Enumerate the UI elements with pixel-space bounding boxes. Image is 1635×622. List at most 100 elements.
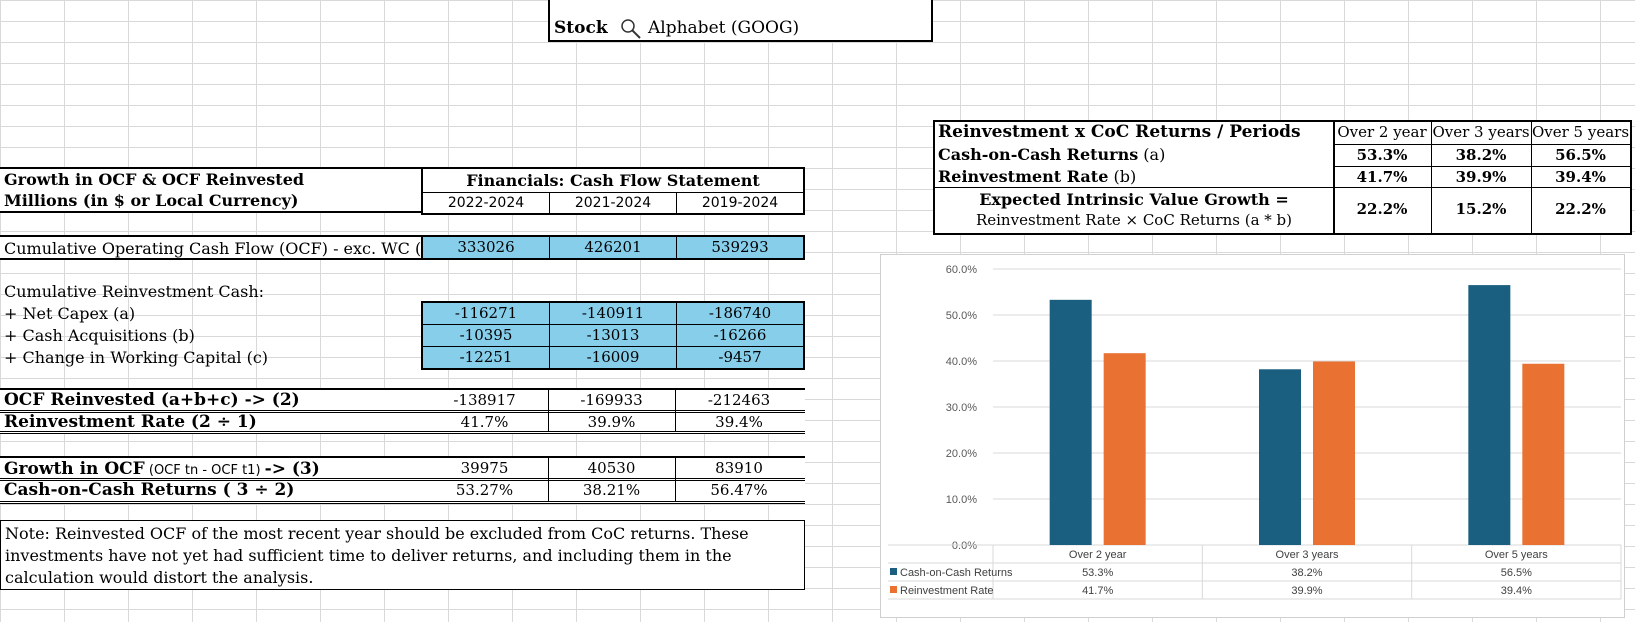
reinvest-heading: Cumulative Reinvestment Cash:	[4, 282, 265, 301]
working-capital-label: + Change in Working Capital (c)	[4, 348, 269, 367]
ocf-cell-3[interactable]: 539293	[711, 238, 769, 256]
summary-coc-label: Cash-on-Cash Returns (a)	[938, 144, 1165, 165]
period-header-2: 2021-2024	[550, 192, 677, 214]
note-box: Note: Reinvested OCF of the most recent …	[0, 520, 805, 590]
y-tick-label: 20.0%	[946, 448, 977, 460]
acq-cell-2[interactable]: -13013	[550, 325, 677, 347]
y-tick-label: 60.0%	[946, 264, 977, 276]
growth-cell-2[interactable]: 40530	[587, 459, 636, 477]
ocf-cell-1[interactable]: 333026	[423, 237, 550, 258]
section-subtitle: Millions (in $ or Local Currency)	[4, 191, 299, 210]
growth-ocf-label: Growth in OCF (OCF tn - OCF t1) -> (3)	[4, 458, 320, 481]
data-table-value: 39.9%	[1291, 585, 1322, 597]
summary-period-2: Over 3 years	[1432, 123, 1530, 141]
summary-eivg-2[interactable]: 15.2%	[1455, 200, 1507, 218]
bar	[1103, 353, 1146, 545]
capex-label: + Net Capex (a)	[4, 304, 136, 323]
financials-group: Financials: Cash Flow Statement 2022-202…	[421, 167, 805, 215]
data-table-value: 56.5%	[1501, 567, 1532, 579]
summary-rr-label-rest: (b)	[1108, 167, 1137, 186]
summary-eivg-3[interactable]: 22.2%	[1555, 200, 1606, 218]
wc-cell-3[interactable]: -9457	[718, 348, 762, 366]
period-header-1: 2022-2024	[423, 192, 550, 214]
acquisitions-label: + Cash Acquisitions (b)	[4, 326, 195, 345]
bar	[1522, 363, 1565, 545]
growth-cell-1[interactable]: 39975	[460, 459, 509, 477]
summary-period-1: Over 2 year	[1337, 123, 1427, 141]
bar	[1313, 361, 1355, 545]
data-table-value: 41.7%	[1082, 585, 1113, 597]
acq-cell-3[interactable]: -16266	[677, 325, 803, 347]
summary-coc-label-bold: Cash-on-Cash Returns	[938, 145, 1139, 164]
summary-coc-1[interactable]: 53.3%	[1356, 146, 1408, 164]
y-tick-label: 50.0%	[946, 310, 977, 322]
data-table-value: 38.2%	[1291, 567, 1322, 579]
summary-rr-label-bold: Reinvestment Rate	[938, 167, 1109, 186]
capex-cell-1[interactable]: -116271	[423, 303, 550, 325]
summary-table: Reinvestment x CoC Returns / Periods Ove…	[933, 120, 1632, 235]
ocf-label: Cumulative Operating Cash Flow (OCF) - e…	[4, 239, 438, 258]
reinvestment-rate-cell-1[interactable]: 41.7%	[460, 413, 509, 431]
data-table-value: 39.4%	[1501, 585, 1532, 597]
summary-rr-label: Reinvestment Rate (b)	[938, 166, 1136, 187]
financials-title: Financials: Cash Flow Statement	[466, 171, 760, 190]
chart-area[interactable]: 0.0% 10.0% 20.0% 30.0% 40.0% 50.0% 60.0% Over 2…	[880, 254, 1625, 618]
stock-name: Alphabet (GOOG)	[648, 18, 800, 38]
summary-rr-2[interactable]: 39.9%	[1455, 168, 1507, 186]
y-tick-label: 30.0%	[946, 402, 977, 414]
coc-cell-1[interactable]: 53.27%	[455, 481, 514, 499]
ocf-cell-2[interactable]: 426201	[550, 237, 677, 258]
wc-cell-1[interactable]: -12251	[423, 347, 550, 368]
bar	[1259, 369, 1301, 545]
growth-block: Growth in OCF (OCF tn - OCF t1) -> (3) 3…	[0, 456, 805, 504]
summary-title: Reinvestment x CoC Returns / Periods	[938, 122, 1301, 142]
eivg-line1: Expected Intrinsic Value Growth =	[979, 190, 1289, 209]
reinvested-block: OCF Reinvested (a+b+c) -> (2) -138917 -1…	[0, 388, 805, 434]
y-tick-label: 0.0%	[952, 540, 977, 552]
legend-label: Reinvestment Rate	[900, 585, 994, 597]
ocf-reinvested-cell-2[interactable]: -169933	[580, 391, 643, 409]
bar	[1468, 285, 1511, 545]
section-title: Growth in OCF & OCF Reinvested	[4, 170, 305, 189]
magnifier-icon	[620, 18, 642, 40]
acq-cell-1[interactable]: -10395	[423, 325, 550, 347]
category-label: Over 5 years	[1485, 549, 1548, 561]
growth-ocf-label-end: -> (3)	[264, 459, 320, 479]
ocf-reinvested-cell-3[interactable]: -212463	[707, 391, 771, 409]
ocf-reinvested-label: OCF Reinvested (a+b+c) -> (2)	[4, 390, 300, 410]
period-header-3: 2019-2024	[677, 192, 803, 214]
wc-cell-2[interactable]: -16009	[550, 347, 677, 368]
coc-label: Cash-on-Cash Returns ( 3 ÷ 2)	[4, 480, 295, 500]
legend-swatch	[890, 568, 897, 575]
legend-label: Cash-on-Cash Returns	[900, 567, 1013, 579]
legend-swatch	[890, 586, 897, 593]
summary-rr-1[interactable]: 41.7%	[1356, 168, 1408, 186]
summary-coc-3[interactable]: 56.5%	[1555, 146, 1606, 164]
ocf-row: 333026 426201 539293	[421, 235, 805, 260]
category-label: Over 3 years	[1276, 549, 1339, 561]
left-header: Growth in OCF & OCF Reinvested Millions …	[0, 167, 805, 215]
y-tick-label: 40.0%	[946, 356, 977, 368]
capex-cell-3[interactable]: -186740	[677, 303, 803, 325]
stock-selector[interactable]: Stock Alphabet (GOOG)	[548, 0, 933, 42]
capex-cell-2[interactable]: -140911	[550, 303, 677, 325]
data-table-value: 53.3%	[1082, 567, 1113, 579]
eivg-line2: Reinvestment Rate × CoC Returns (a * b)	[975, 211, 1293, 229]
stock-label: Stock	[554, 18, 608, 38]
growth-cell-3[interactable]: 83910	[715, 459, 763, 477]
summary-rr-3[interactable]: 39.4%	[1555, 168, 1606, 186]
coc-cell-2[interactable]: 38.21%	[582, 481, 641, 499]
coc-cell-3[interactable]: 56.47%	[710, 481, 768, 499]
reinvestment-rate-cell-2[interactable]: 39.9%	[587, 413, 636, 431]
reinvest-table: -116271 -140911 -186740 -10395 -13013 -1…	[421, 301, 805, 370]
bar	[1049, 299, 1092, 545]
summary-eivg-1[interactable]: 22.2%	[1356, 200, 1408, 218]
summary-coc-2[interactable]: 38.2%	[1455, 146, 1507, 164]
summary-coc-label-rest: (a)	[1138, 145, 1166, 164]
growth-ocf-label-bold: Growth in OCF	[4, 459, 145, 479]
growth-ocf-label-small: (OCF tn - OCF t1)	[144, 463, 265, 478]
note-text: Note: Reinvested OCF of the most recent …	[5, 524, 749, 587]
ocf-reinvested-cell-1[interactable]: -138917	[453, 391, 516, 409]
summary-period-3: Over 5 years	[1531, 123, 1630, 141]
reinvestment-rate-cell-3[interactable]: 39.4%	[715, 413, 763, 431]
